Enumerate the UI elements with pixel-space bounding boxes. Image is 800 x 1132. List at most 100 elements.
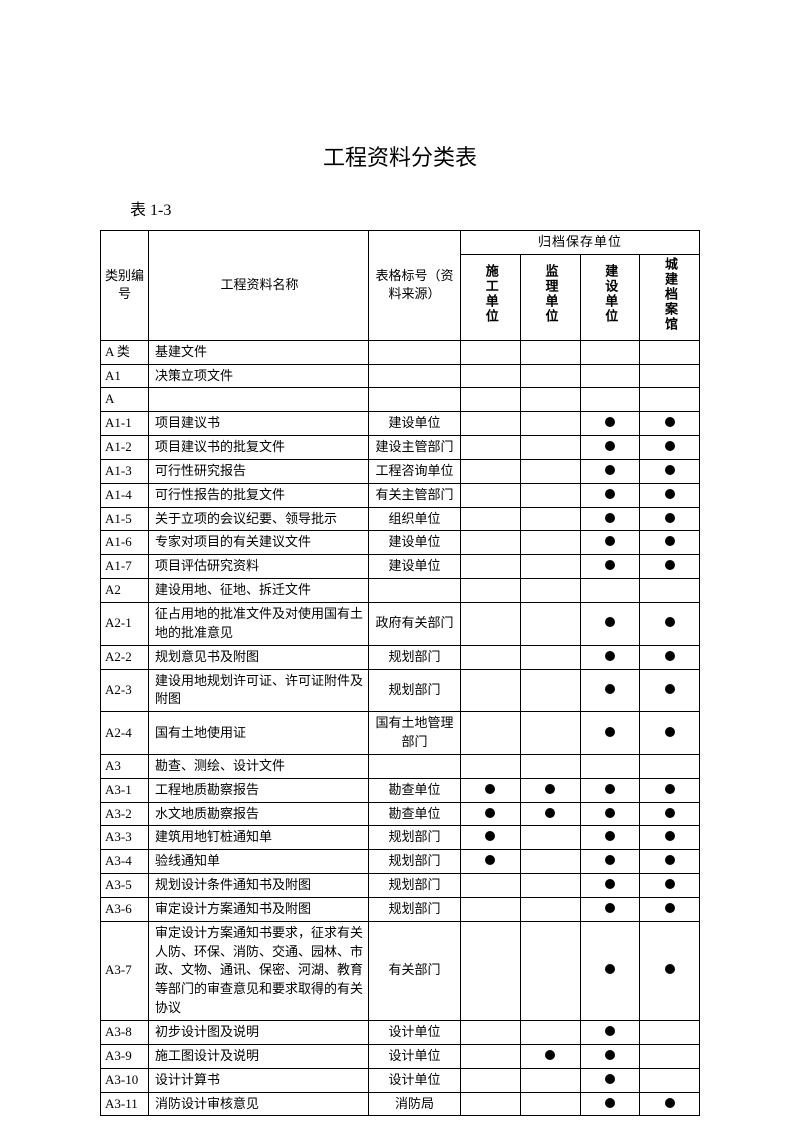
- cell-name: 水文地质勘察报告: [149, 802, 369, 826]
- header-src: 表格标号（资料来源）: [369, 231, 461, 341]
- cell-name: 基建文件: [149, 340, 369, 364]
- cell-id: A1-6: [101, 531, 149, 555]
- cell-mark: [520, 1068, 580, 1092]
- dot-icon: [665, 489, 675, 499]
- cell-mark: [640, 388, 700, 412]
- cell-mark: [580, 483, 640, 507]
- cell-name: 审定设计方案通知书及附图: [149, 897, 369, 921]
- cell-id: A1-7: [101, 555, 149, 579]
- cell-mark: [580, 826, 640, 850]
- cell-mark: [461, 531, 521, 555]
- table-row: A1-1项目建议书建设单位: [101, 412, 700, 436]
- cell-mark: [461, 1068, 521, 1092]
- cell-mark: [461, 364, 521, 388]
- cell-id: A3-5: [101, 874, 149, 898]
- dot-icon: [605, 489, 615, 499]
- table-row: A1-4可行性报告的批复文件有关主管部门: [101, 483, 700, 507]
- cell-mark: [640, 897, 700, 921]
- cell-mark: [520, 850, 580, 874]
- cell-mark: [461, 555, 521, 579]
- cell-source: 规划部门: [369, 850, 461, 874]
- cell-mark: [520, 778, 580, 802]
- dot-icon: [665, 808, 675, 818]
- dot-icon: [665, 513, 675, 523]
- cell-mark: [461, 1021, 521, 1045]
- cell-mark: [640, 921, 700, 1020]
- cell-mark: [461, 921, 521, 1020]
- cell-mark: [520, 388, 580, 412]
- cell-mark: [520, 921, 580, 1020]
- cell-source: 规划部门: [369, 897, 461, 921]
- cell-mark: [640, 579, 700, 603]
- cell-source: 组织单位: [369, 507, 461, 531]
- cell-source: 设计单位: [369, 1044, 461, 1068]
- cell-mark: [520, 602, 580, 645]
- dot-icon: [485, 784, 495, 794]
- cell-mark: [461, 1044, 521, 1068]
- cell-mark: [640, 826, 700, 850]
- header-unit3: 建设单位: [580, 254, 640, 340]
- dot-icon: [665, 855, 675, 865]
- cell-id: A3-8: [101, 1021, 149, 1045]
- cell-mark: [520, 645, 580, 669]
- cell-name: 初步设计图及说明: [149, 1021, 369, 1045]
- table-row: A3-3建筑用地钉桩通知单规划部门: [101, 826, 700, 850]
- cell-mark: [520, 531, 580, 555]
- dot-icon: [485, 831, 495, 841]
- cell-source: 设计单位: [369, 1068, 461, 1092]
- header-name: 工程资料名称: [149, 231, 369, 341]
- cell-mark: [640, 778, 700, 802]
- table-row: A1-2项目建议书的批复文件建设主管部门: [101, 436, 700, 460]
- dot-icon: [665, 441, 675, 451]
- dot-icon: [665, 684, 675, 694]
- dot-icon: [665, 831, 675, 841]
- cell-name: 建筑用地钉桩通知单: [149, 826, 369, 850]
- cell-mark: [520, 897, 580, 921]
- cell-source: 勘查单位: [369, 802, 461, 826]
- cell-mark: [640, 850, 700, 874]
- dot-icon: [605, 1026, 615, 1036]
- table-row: A1决策立项文件: [101, 364, 700, 388]
- cell-mark: [580, 645, 640, 669]
- dot-icon: [665, 465, 675, 475]
- cell-mark: [520, 826, 580, 850]
- cell-mark: [580, 602, 640, 645]
- cell-mark: [461, 388, 521, 412]
- cell-mark: [580, 754, 640, 778]
- dot-icon: [605, 465, 615, 475]
- cell-id: A2: [101, 579, 149, 603]
- table-row: A3-1工程地质勘察报告勘查单位: [101, 778, 700, 802]
- cell-mark: [461, 436, 521, 460]
- table-row: A3-7审定设计方案通知书要求，征求有关人防、环保、消防、交通、园林、市政、文物…: [101, 921, 700, 1020]
- cell-id: A1-2: [101, 436, 149, 460]
- table-row: A3-2水文地质勘察报告勘查单位: [101, 802, 700, 826]
- cell-source: 消防局: [369, 1092, 461, 1116]
- cell-mark: [580, 459, 640, 483]
- cell-mark: [461, 459, 521, 483]
- cell-mark: [580, 1044, 640, 1068]
- cell-mark: [461, 340, 521, 364]
- cell-mark: [520, 436, 580, 460]
- cell-name: 规划意见书及附图: [149, 645, 369, 669]
- cell-mark: [461, 507, 521, 531]
- cell-mark: [580, 1068, 640, 1092]
- cell-mark: [461, 874, 521, 898]
- cell-name: 国有土地使用证: [149, 712, 369, 755]
- header-unit2: 监理单位: [520, 254, 580, 340]
- cell-source: [369, 754, 461, 778]
- cell-id: A3-4: [101, 850, 149, 874]
- cell-name: 项目评估研究资料: [149, 555, 369, 579]
- cell-name: 项目建议书: [149, 412, 369, 436]
- cell-mark: [580, 1021, 640, 1045]
- cell-mark: [461, 669, 521, 712]
- cell-mark: [461, 412, 521, 436]
- cell-mark: [640, 531, 700, 555]
- table-row: A2-1征占用地的批准文件及对使用国有土地的批准意见政府有关部门: [101, 602, 700, 645]
- table-row: A3-6审定设计方案通知书及附图规划部门: [101, 897, 700, 921]
- cell-source: [369, 340, 461, 364]
- cell-mark: [461, 826, 521, 850]
- cell-name: 勘查、测绘、设计文件: [149, 754, 369, 778]
- table-row: A 类基建文件: [101, 340, 700, 364]
- cell-mark: [640, 874, 700, 898]
- cell-mark: [640, 1021, 700, 1045]
